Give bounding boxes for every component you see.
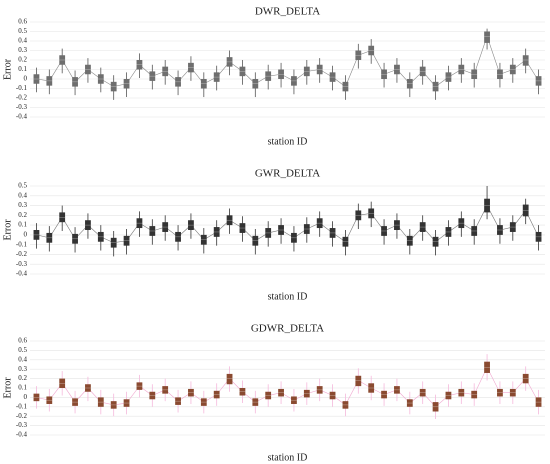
y-tick-label: 0.2 bbox=[18, 56, 27, 64]
y-tick-label: 0 bbox=[24, 393, 28, 401]
y-tick-label: -0.3 bbox=[16, 103, 28, 111]
y-axis-label: Error bbox=[2, 377, 13, 399]
y-tick-label: 0.4 bbox=[18, 37, 27, 45]
chart-panel: 0.50.4 0.3 0.2 0.10 -0.1 -0.2 -0.3 -0.4 GWR_DELT… bbox=[2, 168, 545, 302]
y-tick-label: 0.1 bbox=[18, 221, 27, 229]
y-tick-label: 0 bbox=[24, 75, 28, 83]
y-axis-label: Error bbox=[2, 58, 13, 80]
median-line bbox=[36, 366, 539, 408]
x-axis-label: station ID bbox=[268, 452, 308, 463]
y-tick-label: 0.1 bbox=[18, 65, 27, 73]
y-tick-label: -0.1 bbox=[16, 84, 28, 92]
box bbox=[226, 373, 233, 385]
y-tick-label: 0.3 bbox=[18, 46, 27, 54]
y-tick-label: 0.5 bbox=[18, 346, 27, 354]
y-tick-label: 0.4 bbox=[18, 191, 27, 199]
y-tick-label: 0.3 bbox=[18, 201, 27, 209]
x-axis-label: station ID bbox=[268, 136, 308, 147]
y-tick-label: 0.6 bbox=[18, 337, 27, 345]
y-tick-label: -0.3 bbox=[16, 260, 28, 268]
y-tick-label: -0.3 bbox=[16, 421, 28, 429]
y-tick-label: 0.2 bbox=[18, 374, 27, 382]
y-tick-label: 0.6 bbox=[18, 18, 27, 26]
chart-title: GDWR_DELTA bbox=[251, 323, 324, 335]
median-line bbox=[36, 35, 539, 88]
y-tick-label: 0.5 bbox=[18, 27, 27, 35]
box bbox=[355, 375, 362, 387]
y-tick-label: -0.2 bbox=[16, 412, 28, 420]
y-tick-label: 0.4 bbox=[18, 355, 27, 363]
y-tick-label: -0.4 bbox=[16, 113, 28, 121]
chart-title: GWR_DELTA bbox=[255, 168, 320, 180]
chart-panel: 0.60.5 0.40.3 0.20.1 0-0.1 -0.2-0.3 -0.4 DWR_D… bbox=[2, 6, 545, 147]
box bbox=[484, 31, 490, 43]
y-tick-label: -0.4 bbox=[16, 431, 28, 439]
y-tick-label: -0.1 bbox=[16, 402, 28, 410]
y-tick-label: 0.5 bbox=[18, 182, 27, 190]
y-tick-label: -0.4 bbox=[16, 270, 28, 278]
y-tick-label: 0.2 bbox=[18, 211, 27, 219]
y-tick-label: 0 bbox=[24, 230, 28, 238]
box bbox=[522, 55, 529, 66]
y-tick-label: -0.2 bbox=[16, 94, 28, 102]
x-axis-label: station ID bbox=[268, 291, 308, 302]
median-line bbox=[36, 204, 539, 244]
y-tick-label: 0.1 bbox=[18, 384, 27, 392]
y-axis-label: Error bbox=[2, 219, 13, 241]
y-tick-label: -0.1 bbox=[16, 240, 28, 248]
y-tick-label: -0.2 bbox=[16, 250, 28, 258]
chart-panel: 0.60.50.4 0.30.2 0.10-0.1 -0.2-0.3 -0.4 GDWR_… bbox=[2, 323, 545, 463]
chart-title: DWR_DELTA bbox=[255, 6, 320, 18]
y-tick-label: 0.3 bbox=[18, 365, 27, 373]
